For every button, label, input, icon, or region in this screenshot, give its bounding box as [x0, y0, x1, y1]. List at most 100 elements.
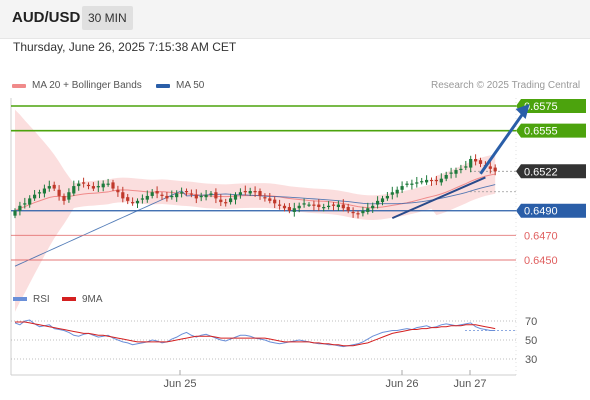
- candle-body: [434, 179, 438, 182]
- ma20-label: MA 20 + Bollinger Bands: [32, 80, 142, 91]
- candle-body: [67, 192, 71, 200]
- candle-body: [28, 198, 32, 205]
- candle-body: [86, 184, 91, 187]
- candle-body: [405, 183, 409, 185]
- candle-body: [366, 208, 370, 212]
- candle-body: [464, 166, 468, 168]
- rsi-ma-label: 9MA: [82, 294, 103, 305]
- candle-body: [459, 168, 463, 171]
- candle-body: [302, 203, 306, 205]
- candle-body: [209, 193, 213, 195]
- candle-body: [199, 195, 203, 198]
- candle-body: [282, 205, 287, 209]
- candle-body: [224, 202, 228, 204]
- candle-body: [400, 186, 404, 190]
- candle-body: [395, 189, 399, 194]
- rsi-ma-swatch: [62, 297, 76, 301]
- candle-body: [474, 158, 478, 162]
- candle-body: [165, 195, 169, 199]
- instrument-title: AUD/USD: [12, 9, 81, 26]
- candle-body: [135, 200, 140, 204]
- ma50-label: MA 50: [176, 80, 205, 91]
- candle-body: [140, 198, 144, 200]
- top-bar: AUD/USD 30 MIN: [0, 0, 590, 39]
- candle-body: [155, 191, 159, 194]
- candle-body: [361, 210, 365, 214]
- candle-body: [214, 192, 218, 199]
- candle-body: [371, 205, 375, 209]
- candle-body: [273, 199, 277, 204]
- candle-body: [160, 194, 164, 196]
- candle-body: [248, 191, 252, 194]
- candle-body: [233, 194, 238, 200]
- timeframe-button[interactable]: 30 MIN: [82, 6, 133, 30]
- candle-body: [189, 193, 193, 195]
- candle-body: [327, 205, 331, 208]
- candle-body: [449, 172, 453, 174]
- ma50-swatch: [156, 83, 170, 88]
- candle-body: [111, 182, 115, 189]
- candle-body: [376, 200, 380, 205]
- candle-body: [37, 192, 42, 194]
- candle-body: [57, 189, 61, 196]
- candle-body: [150, 192, 154, 196]
- timestamp: Thursday, June 26, 2025 7:15:38 AM CET: [13, 40, 237, 54]
- candle-body: [341, 204, 345, 209]
- candle-body: [116, 189, 120, 193]
- candle-body: [469, 158, 473, 168]
- candle-body: [194, 194, 198, 199]
- candle-body: [385, 195, 389, 199]
- candle-body: [287, 207, 291, 211]
- ma20-swatch: [12, 83, 26, 88]
- candle-body: [351, 211, 355, 214]
- candle-body: [13, 210, 17, 216]
- candle-body: [253, 191, 257, 193]
- candle-body: [204, 194, 208, 198]
- level-tag-0.6490: 0.6490: [524, 206, 558, 218]
- x-tick-label: Jun 25: [163, 378, 196, 390]
- candle-body: [77, 183, 81, 187]
- candle-body: [380, 198, 385, 203]
- candle-body: [292, 208, 296, 212]
- candle-body: [278, 204, 282, 206]
- candle-body: [243, 191, 247, 193]
- candle-body: [131, 202, 135, 204]
- level-tag-0.6575: 0.6575: [524, 101, 558, 113]
- candle-body: [175, 193, 179, 198]
- candle-body: [488, 166, 492, 169]
- candle-body: [322, 207, 326, 209]
- candle-body: [420, 181, 424, 183]
- candle-body: [312, 204, 316, 206]
- candle-body: [82, 182, 86, 184]
- level-tag-0.6522-bg: [516, 164, 586, 179]
- candle-body: [184, 191, 189, 193]
- level-tag-0.6450: 0.6450: [524, 255, 558, 267]
- legend-ma20: MA 20 + Bollinger Bands: [12, 80, 142, 91]
- candle-body: [72, 186, 76, 194]
- rsi-level-label-30: 30: [525, 354, 537, 366]
- candle-body: [331, 204, 336, 206]
- candle-body: [96, 186, 100, 188]
- rsi-ma-line: [15, 321, 496, 347]
- trendline-support: [391, 176, 486, 220]
- candle-body: [268, 198, 272, 201]
- candle-body: [47, 186, 51, 189]
- candle-body: [121, 192, 125, 199]
- candle-body: [18, 205, 22, 211]
- level-tag-0.6522: 0.6522: [524, 166, 558, 178]
- x-tick-label: Jun 27: [453, 378, 486, 390]
- candle-body: [42, 188, 46, 194]
- candle-body: [356, 213, 360, 215]
- candle-body: [145, 195, 149, 200]
- candle-body: [62, 195, 66, 201]
- candle-body: [91, 186, 95, 189]
- candle-body: [126, 197, 130, 201]
- level-tag-0.6555-bg: [516, 123, 586, 138]
- candle-body: [170, 195, 174, 198]
- candle-body: [493, 167, 497, 172]
- candle-body: [101, 183, 105, 188]
- candle-body: [52, 184, 56, 189]
- candle-body: [336, 204, 340, 208]
- candle-body: [258, 191, 262, 196]
